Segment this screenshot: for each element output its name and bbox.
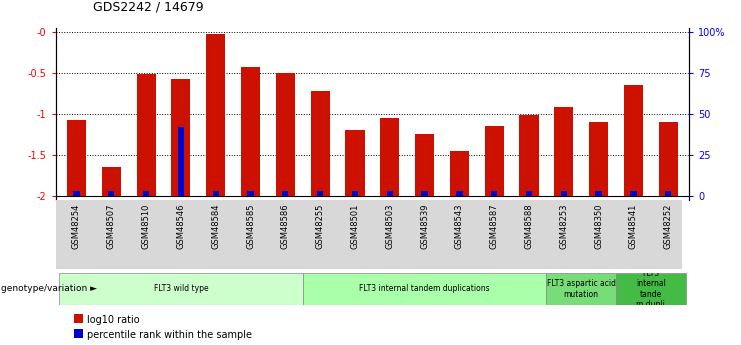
Text: GDS2242 / 14679: GDS2242 / 14679	[93, 1, 203, 14]
Text: GSM48584: GSM48584	[211, 204, 220, 249]
Text: GSM48253: GSM48253	[559, 204, 568, 249]
Bar	[589, 122, 608, 196]
Text: GSM48586: GSM48586	[281, 204, 290, 249]
Bar	[59, 273, 303, 305]
Text: FLT3
internal
tande
m dupli: FLT3 internal tande m dupli	[636, 269, 665, 309]
Text: GSM48543: GSM48543	[455, 204, 464, 249]
Bar	[282, 191, 288, 196]
Bar	[108, 191, 114, 196]
Bar	[485, 126, 504, 196]
Text: GSM48255: GSM48255	[316, 204, 325, 249]
Bar	[616, 273, 685, 305]
Text: percentile rank within the sample: percentile rank within the sample	[87, 331, 252, 340]
Bar	[596, 191, 602, 196]
Text: genotype/variation ►: genotype/variation ►	[1, 284, 97, 294]
Bar	[665, 191, 671, 196]
Bar	[241, 67, 260, 196]
Text: GSM48588: GSM48588	[525, 204, 534, 249]
Text: GSM48254: GSM48254	[72, 204, 81, 249]
Text: GSM48541: GSM48541	[629, 204, 638, 249]
Bar	[247, 191, 253, 196]
Text: GSM48252: GSM48252	[664, 204, 673, 249]
Bar	[352, 191, 358, 196]
Text: GSM48507: GSM48507	[107, 204, 116, 249]
Bar	[456, 191, 462, 196]
Bar	[310, 91, 330, 196]
Text: GSM48503: GSM48503	[385, 204, 394, 249]
Text: GSM48587: GSM48587	[490, 204, 499, 249]
Bar	[171, 79, 190, 196]
Bar	[415, 135, 434, 196]
Text: GSM48350: GSM48350	[594, 204, 603, 249]
Bar	[554, 107, 574, 196]
Bar	[422, 191, 428, 196]
Bar	[213, 191, 219, 196]
Bar	[450, 151, 469, 196]
Bar	[345, 130, 365, 196]
Bar	[624, 85, 643, 196]
Bar	[178, 127, 184, 196]
Bar	[546, 273, 616, 305]
Text: FLT3 wild type: FLT3 wild type	[153, 284, 208, 294]
Bar	[303, 273, 546, 305]
Bar	[136, 75, 156, 196]
Text: FLT3 aspartic acid
mutation: FLT3 aspartic acid mutation	[547, 279, 616, 299]
Bar	[143, 191, 149, 196]
Bar	[631, 191, 637, 196]
Bar	[491, 191, 497, 196]
Text: log10 ratio: log10 ratio	[87, 315, 139, 325]
Bar	[519, 116, 539, 196]
Text: GSM48539: GSM48539	[420, 204, 429, 249]
Text: GSM48510: GSM48510	[142, 204, 150, 249]
Bar	[73, 191, 79, 196]
Bar	[561, 191, 567, 196]
Bar	[380, 118, 399, 196]
Text: GSM48546: GSM48546	[176, 204, 185, 249]
Bar	[526, 191, 532, 196]
Text: GSM48585: GSM48585	[246, 204, 255, 249]
Text: GSM48501: GSM48501	[350, 204, 359, 249]
Bar	[387, 191, 393, 196]
Bar	[317, 191, 323, 196]
Bar	[659, 122, 678, 196]
Bar	[102, 167, 121, 196]
Text: FLT3 internal tandem duplications: FLT3 internal tandem duplications	[359, 284, 490, 294]
Bar	[276, 73, 295, 196]
Bar	[206, 34, 225, 196]
Bar	[67, 120, 86, 196]
